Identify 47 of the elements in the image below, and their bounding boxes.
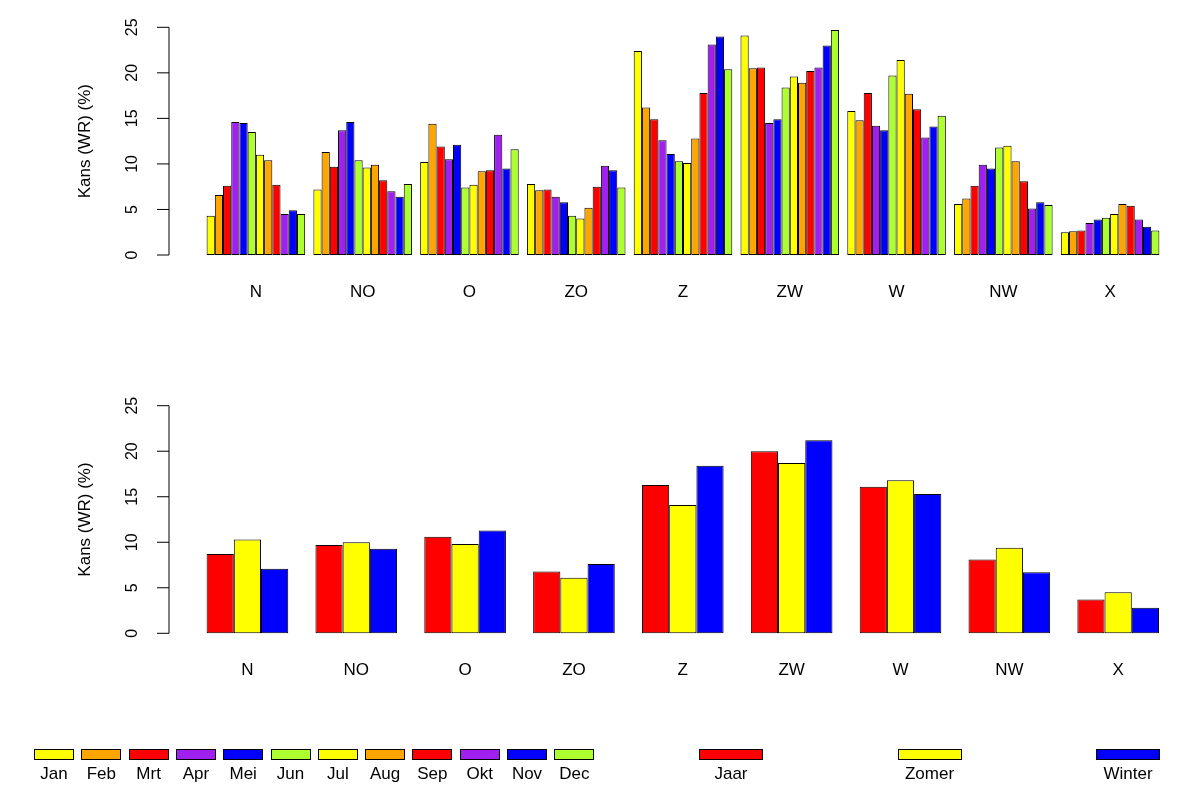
y-tick-label: 25 bbox=[123, 18, 141, 37]
x-tick-label: ZW bbox=[778, 660, 805, 680]
y-tick-label: 5 bbox=[123, 204, 141, 214]
y-tick-label: 20 bbox=[123, 63, 141, 82]
x-tick-label: Z bbox=[677, 660, 688, 680]
x-tick-label: NW bbox=[989, 281, 1018, 301]
x-tick-label: N bbox=[249, 281, 263, 301]
y-axis-title: Kans (WR) (%) bbox=[74, 462, 94, 577]
y-tick-label: 5 bbox=[123, 583, 141, 593]
legend-label: Dec bbox=[559, 764, 590, 783]
x-tick-label: NW bbox=[995, 660, 1024, 680]
x-tick-label: O bbox=[462, 281, 477, 301]
legend-label: Mrt bbox=[136, 764, 161, 783]
legend-label: Winter bbox=[1103, 764, 1153, 783]
legend-label: Jaar bbox=[714, 764, 748, 783]
x-tick-label: X bbox=[1104, 281, 1116, 301]
legend-label: Jul bbox=[326, 764, 349, 783]
legend-label: Jun bbox=[276, 764, 305, 783]
y-axis-title: Kans (WR) (%) bbox=[74, 84, 94, 199]
legend-label: Nov bbox=[511, 764, 543, 783]
legend-label: Okt bbox=[466, 764, 493, 783]
y-tick-label: 0 bbox=[123, 628, 141, 638]
y-tick-label: 10 bbox=[123, 533, 141, 552]
x-tick-label: ZO bbox=[562, 660, 586, 680]
x-tick-label: N bbox=[241, 660, 254, 680]
x-tick-label: NO bbox=[343, 660, 370, 680]
y-tick-label: 0 bbox=[123, 250, 141, 260]
y-tick-label: 10 bbox=[123, 154, 141, 173]
legend-label: Zomer bbox=[904, 764, 955, 783]
y-tick-label: 20 bbox=[123, 442, 141, 461]
legend-label: Feb bbox=[86, 764, 116, 783]
x-tick-label: W bbox=[892, 660, 909, 680]
legend-label: Jan bbox=[40, 764, 68, 783]
x-tick-label: W bbox=[888, 281, 905, 301]
y-tick-label: 15 bbox=[123, 109, 141, 128]
legend-label: Sep bbox=[417, 764, 448, 783]
x-tick-label: ZO bbox=[564, 281, 589, 301]
x-tick-label: X bbox=[1112, 660, 1124, 680]
x-tick-label: ZW bbox=[776, 281, 803, 301]
x-tick-label: O bbox=[458, 660, 472, 680]
y-tick-label: 15 bbox=[123, 487, 141, 506]
x-tick-label: NO bbox=[349, 281, 376, 301]
legend-label: Aug bbox=[369, 764, 401, 783]
x-tick-label: Z bbox=[677, 281, 689, 301]
legend-label: Mei bbox=[229, 764, 257, 783]
y-tick-label: 25 bbox=[123, 396, 141, 415]
legend-label: Apr bbox=[182, 764, 210, 783]
